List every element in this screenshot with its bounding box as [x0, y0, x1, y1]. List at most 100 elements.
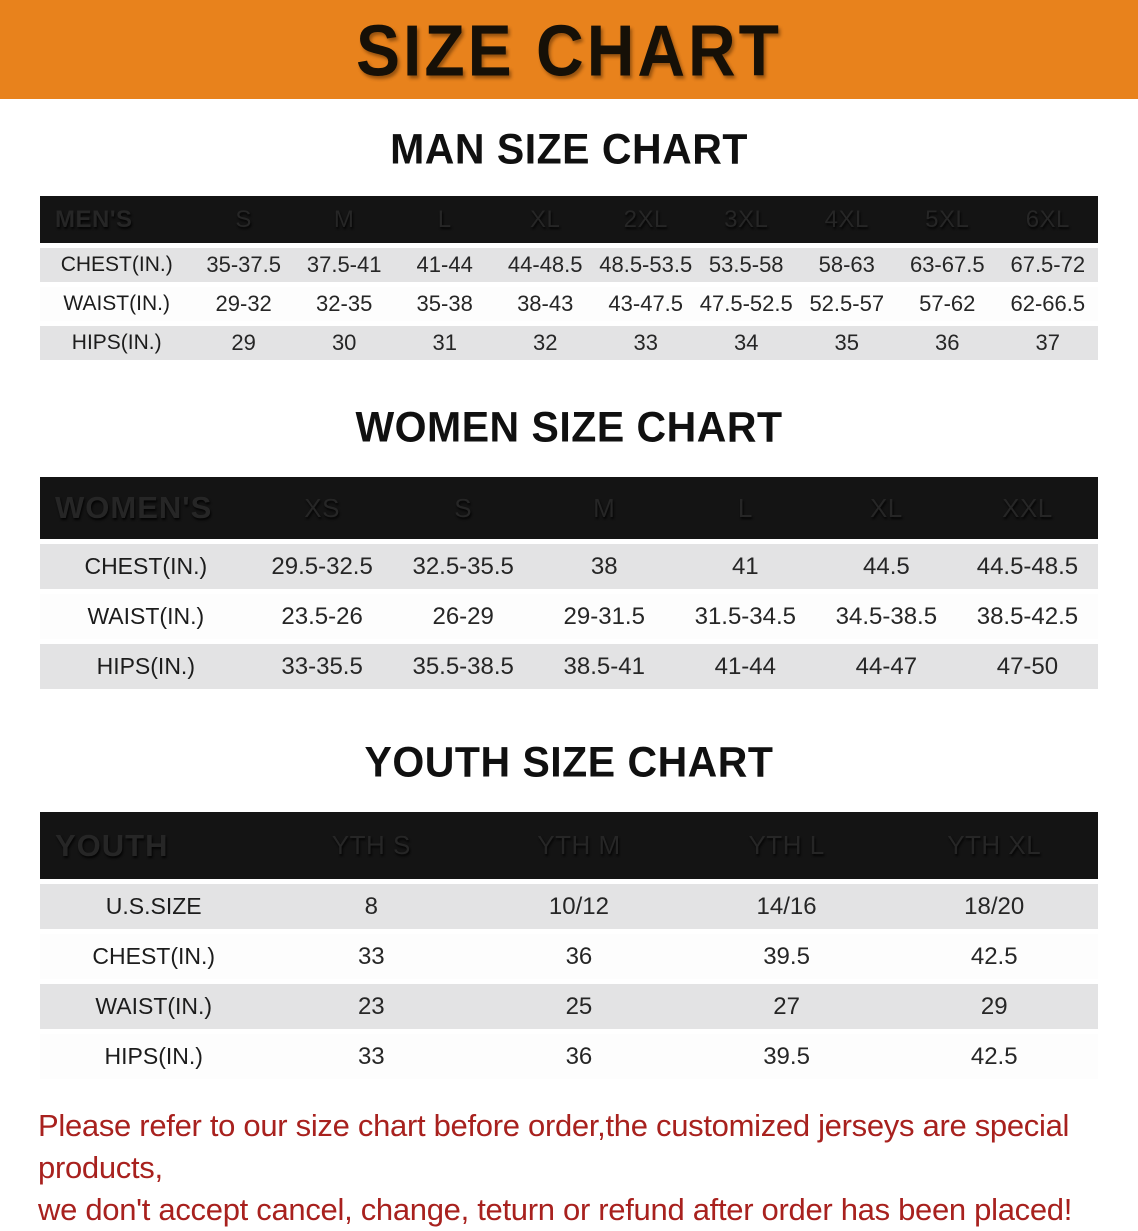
men-section-heading: MAN SIZE CHART — [390, 124, 748, 174]
value-cell: 52.5-57 — [809, 291, 885, 316]
value-cell: 57-62 — [919, 291, 976, 316]
column-header: XS — [304, 492, 340, 523]
value-cell: 32-35 — [316, 291, 373, 316]
column-header: YTH S — [331, 830, 411, 860]
value-cell: 35-38 — [416, 291, 473, 316]
value-cell: 41-44 — [714, 652, 776, 680]
value-cell: 38.5-42.5 — [976, 602, 1079, 630]
youth-size-table: YOUTH YTH S YTH M YTH L YTH XL U.S.SIZE 8 10/12… — [40, 812, 1098, 1079]
column-header: 4XL — [824, 205, 869, 233]
value-cell: 36 — [565, 942, 593, 970]
table-title-cell: WOMEN'S — [55, 490, 213, 525]
men-size-table: MEN'S S M L XL 2XL 3XL 4XL 5XL 6XL CHEST(IN.) 35-37… — [40, 196, 1098, 360]
value-cell: 43-47.5 — [608, 291, 684, 316]
section-women: WOMEN SIZE CHART WOMEN'S XS S M L XL XXL CHEST(… — [0, 402, 1138, 689]
column-header: XL — [530, 205, 561, 233]
column-header: 3XL — [724, 205, 769, 233]
value-cell: 62-66.5 — [1010, 291, 1086, 316]
value-cell: 18/20 — [964, 892, 1025, 920]
column-header: S — [235, 205, 252, 233]
table-row: HIPS(IN.) 33 36 39.5 42.5 — [40, 1034, 1098, 1079]
value-cell: 41 — [731, 552, 759, 580]
column-header: YTH XL — [947, 830, 1042, 860]
value-cell: 29-31.5 — [563, 602, 645, 630]
value-cell: 42.5 — [970, 942, 1018, 970]
row-label: HIPS(IN.) — [96, 653, 195, 679]
value-cell: 35-37.5 — [206, 252, 281, 277]
row-label: CHEST(IN.) — [60, 253, 173, 276]
column-header: YTH L — [748, 830, 825, 860]
value-cell: 23.5-26 — [281, 602, 363, 630]
table-row: WAIST(IN.) 23 25 27 29 — [40, 984, 1098, 1029]
value-cell: 58-63 — [818, 252, 875, 277]
column-header: M — [593, 492, 616, 523]
value-cell: 44-48.5 — [507, 252, 583, 277]
table-header-row: MEN'S S M L XL 2XL 3XL 4XL 5XL 6XL — [40, 196, 1098, 243]
value-cell: 36 — [935, 330, 960, 355]
value-cell: 27 — [773, 992, 800, 1020]
column-header: XXL — [1002, 492, 1053, 523]
table-row: WAIST(IN.) 29-32 32-35 35-38 38-43 43-47.5 47.… — [40, 287, 1098, 321]
table-title-cell: YOUTH — [55, 827, 169, 863]
row-label: CHEST(IN.) — [92, 943, 216, 969]
table-row: CHEST(IN.) 29.5-32.5 32.5-35.5 38 41 44.5 44.5… — [40, 544, 1098, 589]
value-cell: 30 — [331, 330, 357, 355]
value-cell: 37.5-41 — [306, 252, 382, 277]
value-cell: 23 — [357, 992, 385, 1020]
value-cell: 32 — [532, 330, 558, 355]
value-cell: 37 — [1035, 330, 1061, 355]
value-cell: 29 — [231, 330, 256, 355]
value-cell: 34 — [734, 330, 759, 355]
value-cell: 48.5-53.5 — [599, 252, 693, 277]
column-header: 5XL — [925, 205, 970, 233]
value-cell: 31 — [432, 330, 457, 355]
women-section-heading: WOMEN SIZE CHART — [355, 402, 783, 452]
value-cell: 44.5-48.5 — [976, 552, 1079, 580]
value-cell: 35 — [834, 330, 859, 355]
value-cell: 29 — [980, 992, 1008, 1020]
column-header: L — [437, 205, 452, 233]
table-row: CHEST(IN.) 33 36 39.5 42.5 — [40, 934, 1098, 979]
value-cell: 53.5-58 — [708, 252, 784, 277]
value-cell: 38-43 — [517, 291, 574, 316]
value-cell: 38 — [590, 552, 618, 580]
table-row: WAIST(IN.) 23.5-26 26-29 29-31.5 31.5-34.5 34… — [40, 594, 1098, 639]
value-cell: 35.5-38.5 — [412, 652, 514, 680]
row-label: U.S.SIZE — [105, 893, 202, 919]
column-header: 6XL — [1025, 205, 1070, 233]
table-row: HIPS(IN.) 29 30 31 32 33 34 35 36 37 — [40, 326, 1098, 360]
value-cell: 33-35.5 — [281, 652, 363, 680]
value-cell: 31.5-34.5 — [694, 602, 797, 630]
table-title-cell: MEN'S — [55, 205, 133, 233]
column-header: L — [737, 492, 753, 523]
value-cell: 33 — [357, 1042, 385, 1070]
value-cell: 14/16 — [756, 892, 817, 920]
value-cell: 29-32 — [215, 291, 272, 316]
disclaimer-line-2: we don't accept cancel, change, teturn o… — [38, 1192, 1073, 1227]
column-header: XL — [869, 492, 903, 523]
disclaimer: Please refer to our size chart before or… — [38, 1105, 1100, 1231]
value-cell: 39.5 — [763, 1042, 810, 1070]
value-cell: 32.5-35.5 — [412, 552, 514, 580]
value-cell: 8 — [364, 892, 378, 920]
column-header: S — [454, 492, 473, 523]
value-cell: 36 — [565, 1042, 593, 1070]
value-cell: 38.5-41 — [563, 652, 645, 680]
value-cell: 41-44 — [416, 252, 473, 277]
row-label: HIPS(IN.) — [104, 1043, 203, 1069]
table-row: CHEST(IN.) 35-37.5 37.5-41 41-44 44-48.5 48.5… — [40, 248, 1098, 282]
column-header: YTH M — [537, 830, 621, 860]
banner: SIZE CHART — [0, 0, 1138, 99]
value-cell: 33 — [633, 330, 658, 355]
row-label: WAIST(IN.) — [63, 292, 170, 315]
section-men: MAN SIZE CHART MEN'S S M L XL 2XL 3XL 4XL 5XL 6XL… — [0, 124, 1138, 360]
value-cell: 39.5 — [763, 942, 810, 970]
table-row: HIPS(IN.) 33-35.5 35.5-38.5 38.5-41 41-44 44-… — [40, 644, 1098, 689]
value-cell: 42.5 — [970, 1042, 1018, 1070]
row-label: WAIST(IN.) — [87, 603, 205, 629]
section-youth: YOUTH SIZE CHART YOUTH YTH S YTH M YTH L YTH… — [0, 738, 1138, 1079]
column-header: M — [333, 205, 355, 233]
page-title: SIZE CHART — [356, 8, 782, 91]
table-header-row: WOMEN'S XS S M L XL XXL — [40, 477, 1098, 539]
